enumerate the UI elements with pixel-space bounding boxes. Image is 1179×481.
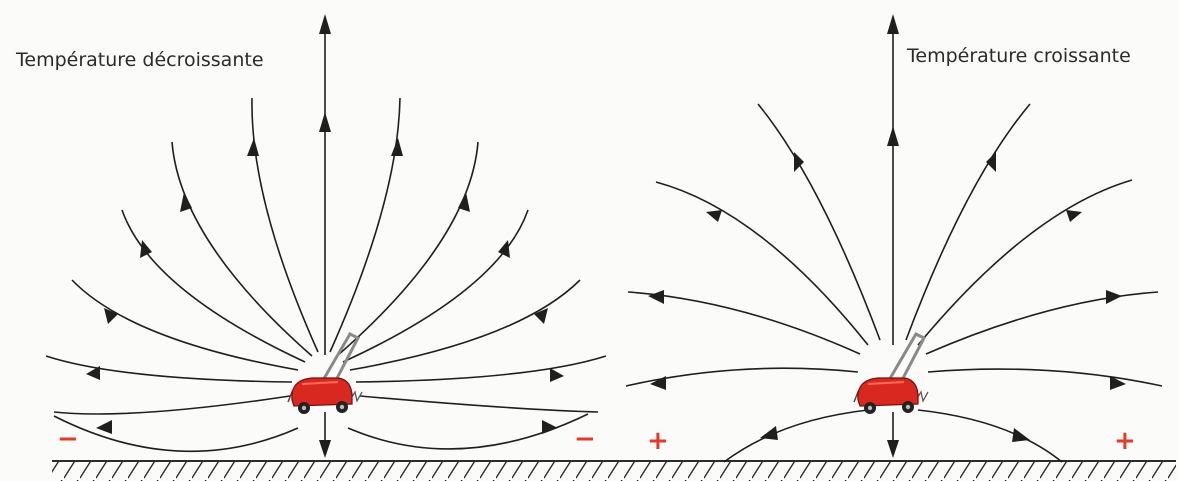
left-field-lines — [45, 18, 607, 453]
left-arrowheads — [86, 14, 564, 458]
ground — [52, 460, 1176, 481]
right-title: Température croissante — [906, 45, 1131, 67]
right-arrowheads — [648, 14, 1126, 458]
minus-sign-left: − — [57, 424, 79, 454]
plus-sign-right: + — [1114, 426, 1136, 456]
left-title: Température décroissante — [15, 49, 264, 71]
plus-sign-left: + — [647, 426, 669, 456]
minus-sign-right: − — [574, 424, 596, 454]
right-lawnmower-icon — [852, 332, 930, 416]
